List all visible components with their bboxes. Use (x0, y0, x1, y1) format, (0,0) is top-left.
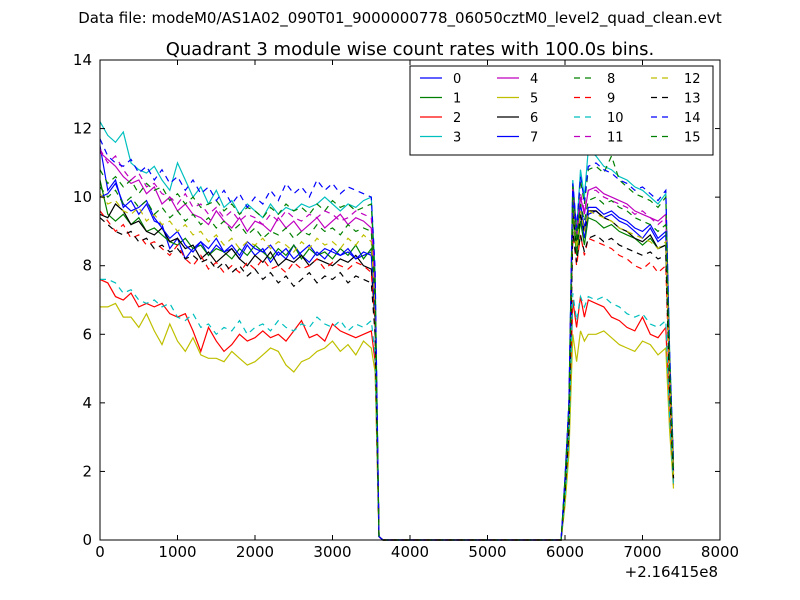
legend-label-4: 4 (530, 72, 538, 87)
series-line-12 (99, 193, 675, 541)
x-tick-label: 8000 (701, 543, 739, 561)
legend-label-15: 15 (684, 131, 701, 146)
series-line-3 (99, 121, 675, 541)
data-file-title: Data file: modeM0/AS1A02_090T01_90000007… (78, 9, 722, 27)
x-tick-label: 3000 (313, 543, 351, 561)
y-tick-label: 12 (73, 120, 92, 138)
legend-label-7: 7 (530, 131, 538, 146)
series-layer (99, 121, 675, 541)
series-line-5 (100, 302, 675, 541)
x-tick-label: 4000 (391, 543, 429, 561)
x-tick-label: 5000 (468, 543, 506, 561)
series-line-11 (99, 148, 675, 541)
legend-label-13: 13 (684, 92, 701, 107)
y-tick-label: 10 (73, 188, 92, 206)
x-tick-label: 0 (95, 543, 105, 561)
y-tick-label: 4 (82, 394, 92, 412)
legend-label-0: 0 (453, 72, 461, 87)
legend-label-12: 12 (684, 72, 701, 87)
series-line-14 (99, 138, 675, 541)
series-line-8 (99, 154, 675, 541)
y-tick-label: 8 (82, 257, 92, 275)
legend-label-11: 11 (607, 131, 624, 146)
x-tick-label: 6000 (546, 543, 584, 561)
series-line-13 (99, 217, 675, 541)
legend-box (409, 65, 714, 156)
legend-label-10: 10 (607, 111, 624, 126)
legend-label-8: 8 (607, 72, 615, 87)
x-tick-label: 2000 (236, 543, 274, 561)
legend-label-14: 14 (684, 111, 701, 126)
x-tick-label: 1000 (158, 543, 196, 561)
legend-label-6: 6 (530, 111, 538, 126)
x-offset-label: +2.16415e8 (625, 563, 718, 581)
legend-label-5: 5 (530, 92, 538, 107)
legend-label-2: 2 (453, 111, 461, 126)
x-tick-label: 7000 (623, 543, 661, 561)
y-tick-label: 14 (73, 51, 92, 69)
y-tick-label: 0 (82, 531, 92, 549)
legend-label-3: 3 (453, 131, 461, 146)
series-line-7 (99, 182, 675, 541)
axes-layer: 0 1000 2000 3000 4000 5000 6000 7000 80000246810… (73, 51, 739, 561)
y-tick-label: 6 (82, 325, 92, 343)
series-line-6 (99, 203, 675, 541)
series-line-2 (99, 278, 675, 541)
legend-label-1: 1 (453, 92, 461, 107)
y-tick-label: 2 (82, 462, 92, 480)
series-line-1 (99, 179, 675, 541)
chart-title: Quadrant 3 module wise count rates with … (166, 39, 655, 60)
series-line-9 (99, 210, 675, 541)
series-line-10 (100, 278, 675, 541)
legend-label-9: 9 (607, 92, 615, 107)
series-line-15 (99, 186, 675, 541)
